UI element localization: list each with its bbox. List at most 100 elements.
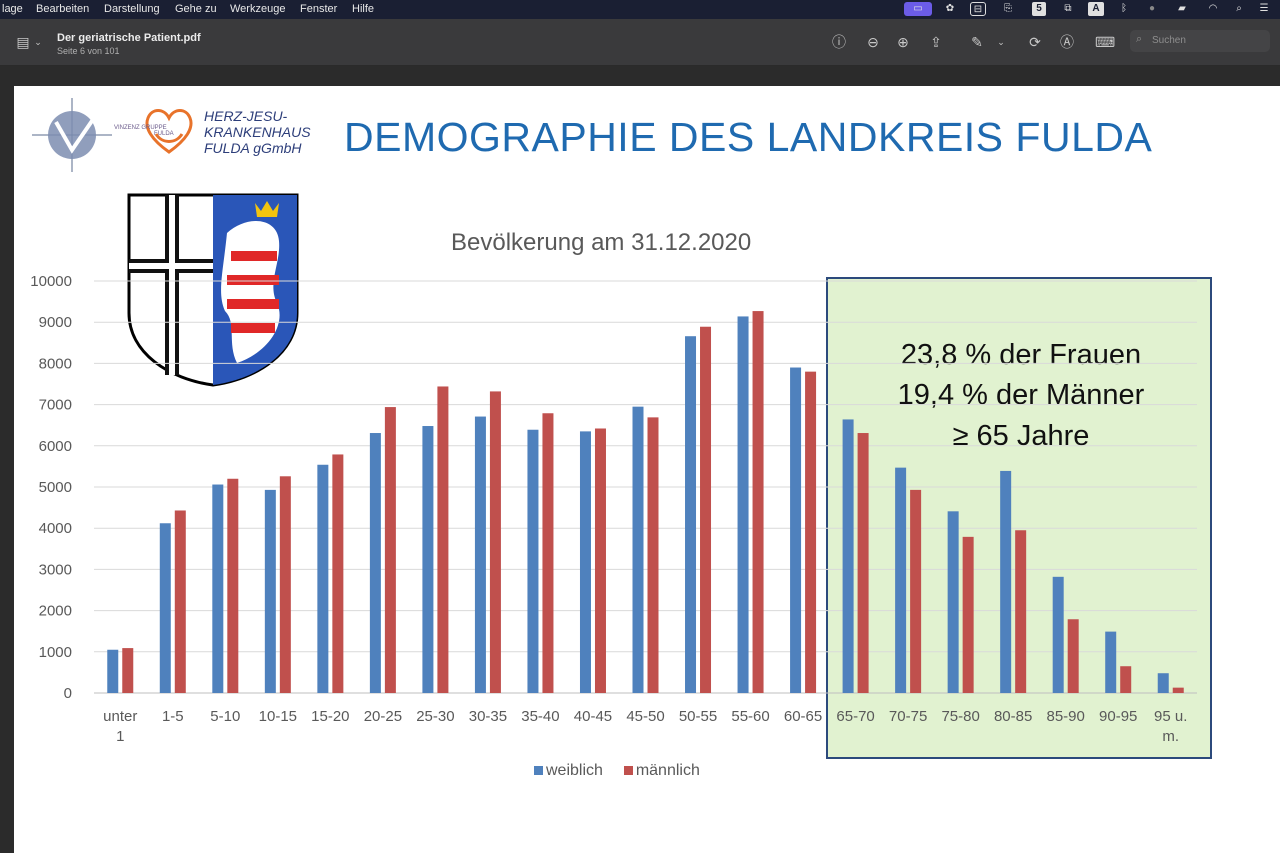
focus-status-icon[interactable]: ●: [1148, 3, 1156, 14]
number-status-icon[interactable]: 5: [1032, 2, 1046, 16]
menu-bearbeiten[interactable]: Bearbeiten: [36, 3, 90, 15]
y-tick-label: 0: [64, 685, 72, 702]
control-center-icon[interactable]: ☰: [1259, 3, 1269, 14]
chevron-down-icon[interactable]: ⌄: [34, 37, 42, 47]
x-tick-label: 75-80: [941, 708, 979, 725]
bar-maennlich: [174, 510, 186, 693]
info-icon[interactable]: ⓘ: [832, 34, 846, 50]
clipboard-icon[interactable]: ⧉: [1064, 3, 1072, 14]
wifi-icon[interactable]: ◠: [1208, 3, 1218, 14]
sidebar-toggle-icon[interactable]: ▤: [16, 34, 30, 50]
legend-swatch-weiblich: [534, 766, 543, 776]
slide-title: DEMOGRAPHIE DES LANDKREIS FULDA: [344, 114, 1153, 160]
bar-maennlich: [962, 536, 974, 693]
highlight-icon[interactable]: Ⓐ: [1060, 34, 1074, 50]
population-bar-chart: 0 1000 2000 3000 4000 5000 6000 7000 8000 9000 100…: [30, 273, 1197, 745]
bar-maennlich: [1067, 619, 1079, 693]
bar-weiblich: [369, 433, 381, 693]
x-tick-label: 90-95: [1099, 708, 1137, 725]
markup-pen-icon[interactable]: ✎: [971, 34, 983, 50]
menu-fenster[interactable]: Fenster: [300, 3, 338, 15]
pdf-page: VINZENZ GRUPPE FULDA HERZ-JESU- KRANKENH…: [14, 86, 1280, 853]
battery-icon[interactable]: ▰: [1178, 3, 1186, 14]
bar-maennlich: [279, 476, 291, 693]
bar-weiblich: [737, 316, 749, 693]
hospital-line-2: KRANKENHAUS: [204, 124, 311, 140]
document-viewer[interactable]: VINZENZ GRUPPE FULDA HERZ-JESU- KRANKENH…: [0, 66, 1280, 853]
x-tick-label: unter: [103, 708, 137, 725]
vinzenz-heart-logo-icon: [145, 109, 193, 154]
x-tick-label: 15-20: [311, 708, 349, 725]
input-source-icon[interactable]: A: [1088, 2, 1104, 16]
bar-weiblich: [790, 367, 802, 693]
y-tick-label: 3000: [39, 561, 72, 578]
form-fill-icon[interactable]: ⌨: [1095, 34, 1116, 50]
x-tick-label: 95 u.: [1154, 708, 1187, 725]
y-tick-label: 9000: [39, 314, 72, 331]
hospital-line-1: HERZ-JESU-: [204, 108, 288, 124]
screen-mirroring-icon[interactable]: ▭: [904, 2, 932, 16]
legend-swatch-maennlich: [623, 766, 633, 776]
menu-darstellung[interactable]: Darstellung: [104, 3, 160, 15]
bar-weiblich: [527, 429, 539, 693]
chevron-down-icon[interactable]: ⌄: [997, 37, 1005, 47]
bluetooth-icon[interactable]: ᛒ: [1121, 3, 1127, 14]
x-tick-label: m.: [1162, 728, 1179, 745]
bar-maennlich: [542, 413, 554, 693]
rotate-icon[interactable]: ⟳: [1029, 34, 1041, 50]
legend-label-weiblich: weiblich: [546, 762, 603, 779]
coat-of-arms-icon: [127, 193, 299, 387]
search-input[interactable]: ⌕ Suchen: [1130, 30, 1270, 52]
x-tick-label: 55-60: [731, 708, 769, 725]
x-tick-label: 70-75: [889, 708, 927, 725]
bar-weiblich: [474, 416, 486, 693]
vinzenz-sub: FULDA: [154, 131, 174, 137]
app-status-icon[interactable]: ✿: [945, 3, 955, 14]
bar-weiblich: [317, 464, 329, 693]
x-tick-label: 10-15: [259, 708, 297, 725]
y-tick-label: 1000: [39, 644, 72, 661]
chart-title: Bevölkerung am 31.12.2020: [451, 229, 752, 256]
document-title: Der geriatrische Patient.pdf: [57, 32, 201, 44]
menu-werkzeuge[interactable]: Werkzeuge: [230, 3, 286, 15]
x-tick-label: 85-90: [1047, 708, 1085, 725]
x-tick-label: 25-30: [416, 708, 454, 725]
bar-maennlich: [227, 478, 239, 693]
bar-maennlich: [857, 433, 869, 693]
share-icon[interactable]: ⇪: [930, 34, 942, 50]
x-tick-label: 30-35: [469, 708, 507, 725]
search-placeholder: Suchen: [1152, 35, 1186, 46]
zoom-out-icon[interactable]: ⊖: [867, 34, 879, 50]
y-tick-label: 4000: [39, 520, 72, 537]
bar-maennlich: [700, 326, 712, 693]
menu-bar: lage Bearbeiten Darstellung Gehe zu Werk…: [0, 0, 1280, 19]
x-tick-label: 1: [116, 728, 124, 745]
zoom-in-icon[interactable]: ⊕: [897, 34, 909, 50]
bar-maennlich: [1120, 666, 1132, 693]
legend-label-maennlich: männlich: [635, 762, 700, 779]
window-status-icon[interactable]: ⊟: [970, 2, 986, 16]
menu-gehe-zu[interactable]: Gehe zu: [175, 3, 217, 15]
bar-weiblich: [579, 431, 591, 693]
display-status-icon[interactable]: ⎘: [1004, 3, 1012, 14]
menu-ablage[interactable]: lage: [2, 3, 23, 15]
vinzenz-label: VINZENZ GRUPPE FULDA: [114, 125, 174, 137]
x-tick-label: 65-70: [836, 708, 874, 725]
bar-maennlich: [332, 454, 344, 693]
hospital-name: HERZ-JESU- KRANKENHAUS FULDA gGmbH: [204, 108, 311, 156]
v-logo-icon: [32, 98, 112, 172]
x-tick-label: 40-45: [574, 708, 612, 725]
bar-weiblich: [1000, 470, 1012, 693]
y-tick-label: 2000: [39, 603, 72, 620]
bar-weiblich: [422, 426, 434, 693]
bar-weiblich: [264, 489, 276, 693]
bar-maennlich: [1015, 530, 1027, 693]
bar-weiblich: [212, 484, 224, 693]
spotlight-search-icon[interactable]: ⌕: [1236, 3, 1242, 14]
x-tick-label: 45-50: [626, 708, 664, 725]
bar-weiblich: [947, 511, 959, 693]
bar-weiblich: [895, 467, 907, 693]
highlight-age: ≥ 65 Jahre: [952, 420, 1090, 452]
x-tick-label: 1-5: [162, 708, 184, 725]
menu-hilfe[interactable]: Hilfe: [352, 3, 375, 15]
